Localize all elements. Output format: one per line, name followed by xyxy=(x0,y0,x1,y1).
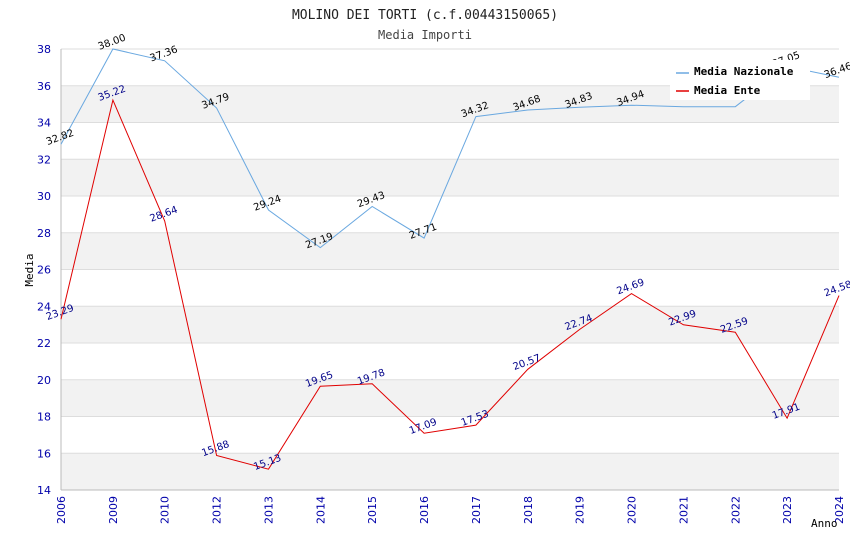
grid-band xyxy=(61,196,839,233)
x-tick-label: 2019 xyxy=(574,496,587,524)
y-tick-label: 28 xyxy=(37,227,51,240)
x-tick-label: 2023 xyxy=(781,496,794,524)
grid-bands xyxy=(61,48,839,491)
grid-band xyxy=(61,232,839,270)
x-tick-label: 2015 xyxy=(366,496,379,524)
x-tick-label: 2020 xyxy=(626,496,639,524)
y-tick-label: 16 xyxy=(37,447,51,460)
x-tick-label: 2013 xyxy=(262,496,275,524)
y-tick-label: 20 xyxy=(37,374,51,387)
grid-band xyxy=(61,269,839,307)
x-tick-label: 2024 xyxy=(833,496,846,524)
series-line-nazionale xyxy=(60,48,840,249)
y-tick-label: 14 xyxy=(37,484,51,497)
grid-band xyxy=(61,453,839,490)
x-tick-label: 2018 xyxy=(522,496,535,524)
series-lines xyxy=(60,48,840,470)
x-axis-ticks: 2006 2009 2010 2012 2013 2014 2015 2016 2017 2018… xyxy=(55,496,846,524)
grid-band xyxy=(61,343,839,380)
chart-subtitle: Media Importi xyxy=(378,28,472,42)
y-tick-label: 32 xyxy=(37,153,51,166)
legend-label-ente: Media Ente xyxy=(694,84,761,97)
y-axis-label: Media xyxy=(23,253,36,286)
axes xyxy=(60,49,839,491)
x-tick-label: 2012 xyxy=(211,496,224,524)
x-tick-label: 2021 xyxy=(677,496,690,524)
x-tick-label: 2014 xyxy=(314,496,327,524)
y-tick-label: 18 xyxy=(37,411,51,424)
x-axis-label: Anno xyxy=(811,517,838,530)
y-tick-label: 30 xyxy=(37,190,51,203)
x-tick-label: 2010 xyxy=(159,496,172,524)
x-tick-label: 2022 xyxy=(729,496,742,524)
legend-label-nazionale: Media Nazionale xyxy=(694,65,794,78)
grid-band xyxy=(61,416,839,454)
y-axis-ticks: 14 16 18 20 22 24 26 28 30 32 34 36 38 xyxy=(37,43,51,497)
x-tick-label: 2009 xyxy=(107,496,120,524)
y-tick-label: 24 xyxy=(37,300,51,313)
chart-title: MOLINO DEI TORTI (c.f.00443150065) xyxy=(292,8,558,23)
x-tick-label: 2016 xyxy=(418,496,431,524)
y-tick-label: 22 xyxy=(37,337,51,350)
y-tick-label: 34 xyxy=(37,117,51,130)
y-tick-label: 36 xyxy=(37,80,51,93)
grid-band xyxy=(61,379,839,417)
x-tick-label: 2006 xyxy=(55,496,68,524)
legend-box xyxy=(670,60,810,100)
y-tick-label: 38 xyxy=(37,43,51,56)
grid-band xyxy=(61,122,839,160)
x-tick-label: 2017 xyxy=(470,496,483,524)
series-line-ente xyxy=(60,98,840,470)
y-tick-label: 26 xyxy=(37,264,51,277)
legend: Media Nazionale Media Ente xyxy=(670,60,810,100)
